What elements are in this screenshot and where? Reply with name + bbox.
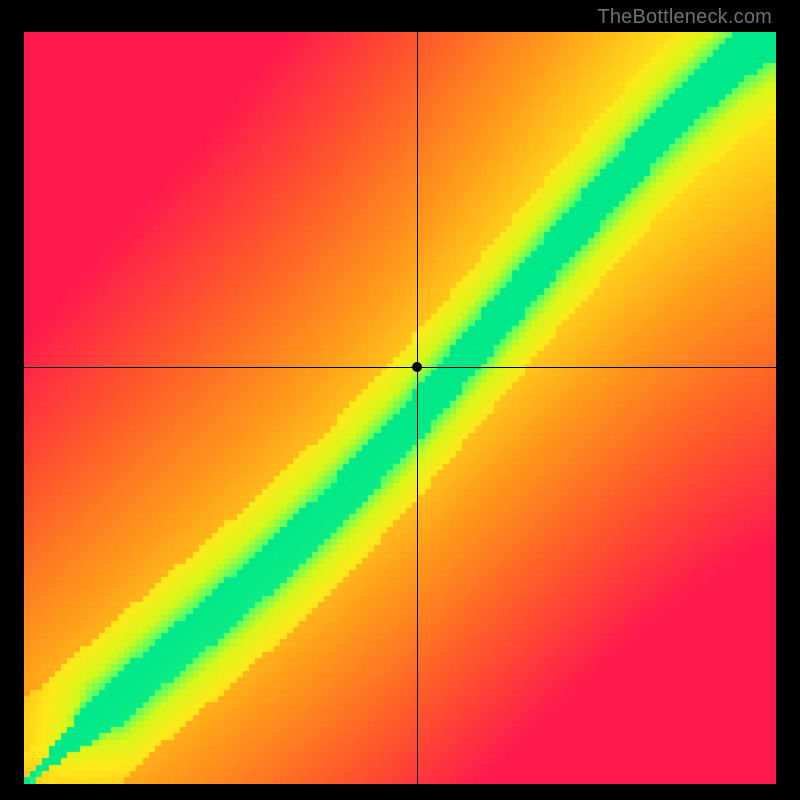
heatmap-canvas [24,32,776,784]
crosshair-horizontal [24,367,776,368]
watermark-text: TheBottleneck.com [597,6,772,29]
bottleneck-heatmap [24,32,776,784]
selection-marker [412,362,422,372]
crosshair-vertical [417,32,418,784]
